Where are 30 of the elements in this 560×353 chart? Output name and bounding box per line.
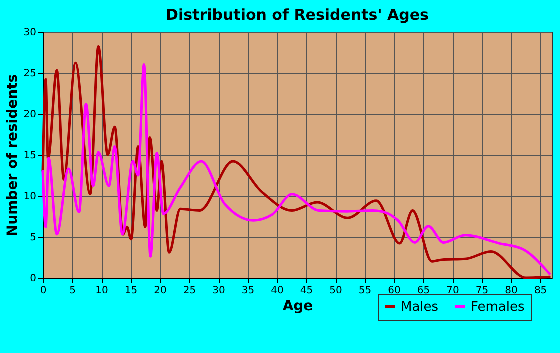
x-tick-label: 0 (40, 286, 47, 296)
y-tick-label: 15 (24, 150, 36, 162)
x-tick-label: 75 (476, 286, 489, 296)
y-axis-title: Number of residents (4, 74, 21, 237)
y-tick-label: 5 (30, 232, 36, 244)
x-tick-label: 35 (242, 286, 255, 296)
y-tick-label: 10 (24, 192, 36, 202)
x-tick-label: 20 (154, 286, 167, 296)
chart-title: Distribution of Residents' Ages (166, 6, 430, 24)
x-tick-label: 10 (96, 286, 108, 296)
x-tick-label: 25 (183, 286, 196, 296)
x-tick-label: 30 (212, 286, 226, 296)
y-tick-label: 30 (24, 28, 36, 38)
x-tick-label: 65 (417, 286, 430, 296)
x-tick-label: 55 (358, 286, 372, 296)
x-tick-label: 60 (388, 286, 401, 296)
legend-label: Females (471, 300, 526, 315)
x-tick-label: 15 (124, 286, 138, 296)
x-axis-title: Age (282, 298, 314, 314)
legend-label: Males (401, 300, 439, 315)
x-tick-label: 80 (505, 286, 518, 296)
x-tick-label: 5 (70, 286, 76, 296)
x-tick-label: 40 (271, 286, 284, 296)
x-tick-label: 45 (300, 286, 314, 296)
x-tick-label: 70 (446, 286, 460, 296)
x-tick-label: 85 (534, 286, 548, 296)
y-tick-label: 25 (24, 68, 36, 80)
x-tick-label: 50 (330, 286, 342, 296)
y-tick-label: 20 (24, 110, 36, 120)
y-tick-label: 0 (30, 274, 36, 284)
